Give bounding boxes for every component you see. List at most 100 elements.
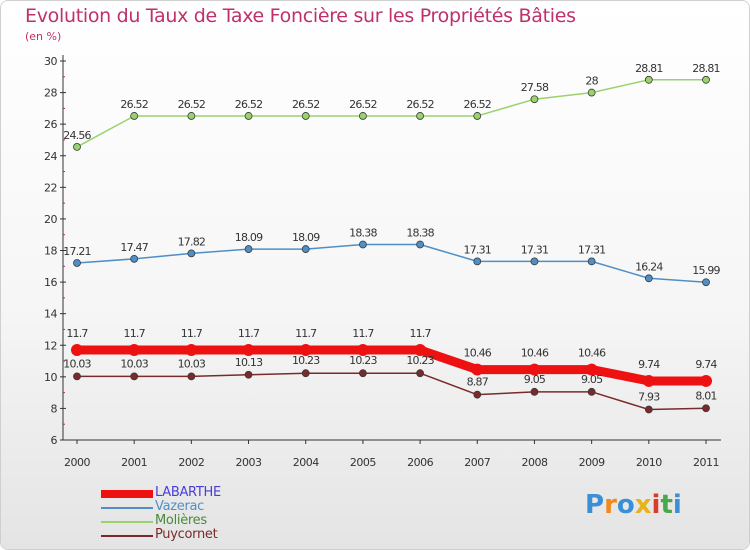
data-label: 7.93 (638, 391, 660, 404)
data-point (702, 75, 710, 84)
data-point (473, 112, 482, 120)
data-label: 8.87 (467, 376, 489, 389)
data-point (416, 369, 424, 378)
data-point (587, 257, 596, 266)
legend-label: LABARTHE (155, 485, 221, 500)
logo-letter: r (604, 490, 617, 520)
data-point (416, 112, 424, 120)
data-point (587, 387, 596, 396)
data-label: 8.01 (695, 389, 716, 402)
x-tick-label: 2009 (579, 456, 605, 469)
legend-label: Molières (155, 513, 207, 528)
x-tick-label: 2007 (464, 456, 490, 469)
data-label: 11.7 (352, 327, 374, 340)
data-label: 17.31 (464, 243, 492, 256)
data-point (359, 112, 367, 120)
data-point (700, 374, 712, 387)
data-label: 11.7 (409, 327, 431, 340)
data-label: 17.31 (521, 243, 549, 256)
data-label: 17.82 (178, 235, 206, 248)
x-tick-label: 2011 (693, 456, 719, 469)
x-tick-label: 2006 (407, 456, 433, 469)
data-label: 10.03 (178, 357, 206, 370)
data-point (585, 363, 598, 376)
data-label: 10.03 (120, 357, 148, 370)
data-point (242, 343, 255, 356)
data-label: 28.81 (635, 62, 663, 75)
data-point (301, 369, 310, 378)
y-tick-label: 30 (44, 55, 57, 68)
y-tick-label: 26 (44, 118, 57, 131)
data-point (644, 75, 653, 84)
data-label: 18.09 (235, 231, 263, 244)
data-point (530, 387, 539, 396)
logo-letter: o (616, 490, 635, 520)
data-point (301, 245, 310, 253)
data-point (587, 88, 596, 97)
chart-title: Evolution du Taux de Taxe Foncière sur l… (25, 5, 576, 27)
data-label: 9.05 (581, 373, 603, 386)
data-label: 28.81 (692, 62, 720, 75)
data-point (71, 343, 83, 356)
y-tick-label: 20 (44, 213, 57, 226)
data-point (356, 343, 369, 356)
logo-letter: x (634, 490, 652, 520)
x-tick-label: 2004 (293, 456, 319, 469)
legend-label: Puycornet (155, 527, 218, 542)
data-label: 11.7 (238, 327, 260, 340)
data-point (187, 249, 196, 258)
x-tick-label: 2005 (350, 456, 376, 469)
x-tick-label: 2001 (121, 456, 147, 469)
data-point (299, 343, 312, 356)
data-label: 9.74 (695, 358, 717, 371)
data-label: 11.7 (66, 327, 88, 340)
data-label: 11.7 (181, 327, 203, 340)
legend-swatch (101, 490, 153, 498)
logo-letter: i (651, 490, 661, 520)
legend-swatch (101, 535, 153, 537)
data-label: 10.03 (63, 357, 91, 370)
data-point (473, 257, 482, 266)
data-label: 10.13 (235, 356, 263, 369)
legend-label: Vazerac (155, 499, 205, 514)
data-point (244, 370, 253, 379)
data-label: 11.7 (295, 327, 317, 340)
data-label: 15.99 (692, 264, 720, 277)
data-label: 18.09 (292, 231, 320, 244)
data-label: 18.38 (406, 226, 434, 239)
data-label: 10.23 (406, 354, 434, 367)
y-tick-label: 18 (44, 245, 57, 258)
data-label: 28 (585, 75, 598, 88)
data-label: 10.23 (349, 354, 377, 367)
data-point (359, 240, 367, 249)
data-label: 26.52 (178, 98, 206, 111)
y-tick-label: 22 (44, 181, 57, 194)
y-tick-label: 6 (51, 434, 58, 447)
data-point (702, 278, 710, 287)
data-point (644, 405, 653, 414)
data-label: 10.46 (521, 347, 549, 360)
legend-swatch (101, 521, 153, 523)
data-point (185, 343, 198, 356)
data-label: 26.52 (464, 98, 492, 111)
data-point (528, 363, 541, 376)
data-label: 16.24 (635, 260, 663, 273)
series-line-molières (76, 79, 706, 148)
x-tick-label: 2003 (236, 456, 262, 469)
data-point (244, 245, 253, 253)
data-point (530, 257, 539, 266)
data-point (416, 240, 424, 249)
data-label: 26.52 (406, 98, 434, 111)
logo-letter: t (660, 490, 673, 520)
series-line-puycornet (77, 372, 707, 411)
data-point (73, 259, 81, 267)
legend-swatch (101, 507, 153, 509)
data-point (73, 372, 81, 381)
data-point (359, 369, 367, 378)
data-label: 24.56 (63, 129, 91, 142)
data-label: 27.58 (521, 81, 549, 94)
data-point (473, 390, 482, 399)
y-tick-label: 24 (44, 150, 57, 163)
